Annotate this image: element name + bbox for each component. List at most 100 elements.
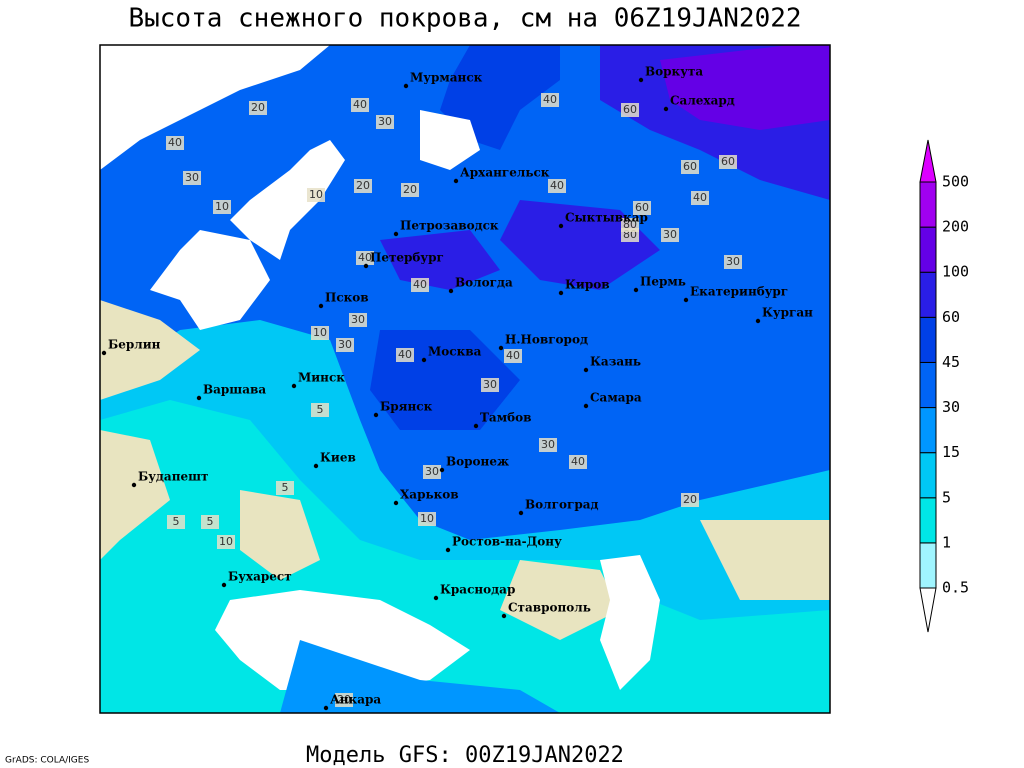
contour-label: 20 [356, 179, 370, 192]
contour-label-bg [681, 160, 699, 174]
contour-label: 30 [378, 115, 392, 128]
colorbar-label: 5 [942, 488, 951, 506]
city-dot [221, 582, 227, 588]
city-dot [363, 263, 369, 269]
city-label: Киров [565, 278, 610, 292]
contour-label: 60 [721, 155, 735, 168]
contour-label-bg [504, 349, 522, 363]
city-label: Волгоград [525, 498, 598, 512]
city-dot [498, 345, 504, 351]
contour-label: 40 [398, 348, 412, 361]
city-label: Пермь [640, 275, 686, 289]
contour-label-bg [166, 136, 184, 150]
contour-label-bg [217, 535, 235, 549]
city-label: Киев [320, 451, 356, 465]
contour-label: 40 [571, 455, 585, 468]
city-dot [448, 288, 454, 294]
map-frame [99, 44, 831, 714]
city-label: Тамбов [480, 411, 531, 425]
contour-label-bg [351, 98, 369, 112]
city-label: Харьков [400, 488, 459, 502]
contour-label: 40 [353, 98, 367, 111]
city-label: Ставрополь [508, 601, 591, 615]
contour-label-bg [621, 218, 639, 232]
contour-label-bg [681, 493, 699, 507]
contour-label: 40 [550, 179, 564, 192]
city-dot [313, 463, 319, 469]
contour-label-bg [719, 155, 737, 169]
colorbar-label: 15 [942, 443, 960, 461]
city-label: Воронеж [446, 455, 509, 469]
contour-label-bg [423, 465, 441, 479]
map-area [100, 45, 830, 713]
contour-label: 20 [337, 693, 351, 706]
contour-label: 40 [543, 93, 557, 106]
city-dot [583, 403, 589, 409]
contour-label: 30 [541, 438, 555, 451]
city-label: Москва [428, 345, 482, 359]
contour-label-bg [548, 179, 566, 193]
contour-label: 60 [635, 201, 649, 214]
contour-label-bg [276, 481, 294, 495]
contour-label-bg [311, 403, 329, 417]
city-label: Сыктывкар [565, 211, 648, 225]
contour-label: 5 [317, 403, 324, 416]
contour-label-bg [349, 313, 367, 327]
contour-label: 30 [663, 228, 677, 241]
city-dot [393, 231, 399, 237]
city-dot [131, 482, 137, 488]
contour-label: 60 [683, 160, 697, 173]
contour-label-bg [311, 326, 329, 340]
city-label: Петербург [370, 251, 444, 265]
city-dot [633, 287, 639, 293]
city-label: Курган [762, 306, 813, 320]
contour-label: 30 [425, 465, 439, 478]
colorbar-segment [919, 407, 937, 454]
contour-label-bg [401, 183, 419, 197]
city-dot [373, 412, 379, 418]
contour-label-bg [539, 438, 557, 452]
city-label: Казань [590, 355, 641, 369]
contour-label-bg [541, 93, 559, 107]
colorbar-high [919, 139, 937, 183]
contour-label: 40 [413, 278, 427, 291]
city-label: Брянск [380, 400, 433, 414]
contour-label-bg [411, 278, 429, 292]
contour-label: 5 [207, 515, 214, 528]
contour-label-bg [307, 188, 325, 202]
city-label: Варшава [203, 383, 266, 397]
contour-label-bg [396, 348, 414, 362]
contour-label: 10 [309, 188, 323, 201]
city-dot [323, 705, 329, 711]
colorbar-segment [919, 452, 937, 499]
city-dot [403, 83, 409, 89]
contour-label: 20 [251, 101, 265, 114]
city-label: Екатеринбург [690, 285, 788, 299]
city-dot [683, 297, 689, 303]
contour-label-bg [621, 103, 639, 117]
colorbar-label: 100 [942, 263, 969, 281]
contour-label-bg [336, 338, 354, 352]
contour-label: 30 [726, 255, 740, 268]
contour-label-bg [354, 179, 372, 193]
city-dot [101, 350, 107, 356]
city-dot [558, 290, 564, 296]
colorbar-label: 45 [942, 353, 960, 371]
city-label: Краснодар [440, 583, 515, 597]
contour-label: 10 [219, 535, 233, 548]
city-dot [433, 595, 439, 601]
contour-label: 80 [623, 218, 637, 231]
contour-label-bg [201, 515, 219, 529]
colorbar-segment [919, 181, 937, 228]
city-dot [393, 500, 399, 506]
contour-label-bg [691, 191, 709, 205]
city-label: Бухарест [228, 570, 292, 584]
city-dot [755, 318, 761, 324]
city-label: Берлин [108, 338, 161, 352]
colorbar-label: 1 [942, 533, 951, 551]
colorbar-label: 500 [942, 173, 969, 191]
city-label: Вологда [455, 276, 513, 290]
city-dot [663, 106, 669, 112]
contour-label: 30 [338, 338, 352, 351]
colorbar-label: 60 [942, 308, 960, 326]
